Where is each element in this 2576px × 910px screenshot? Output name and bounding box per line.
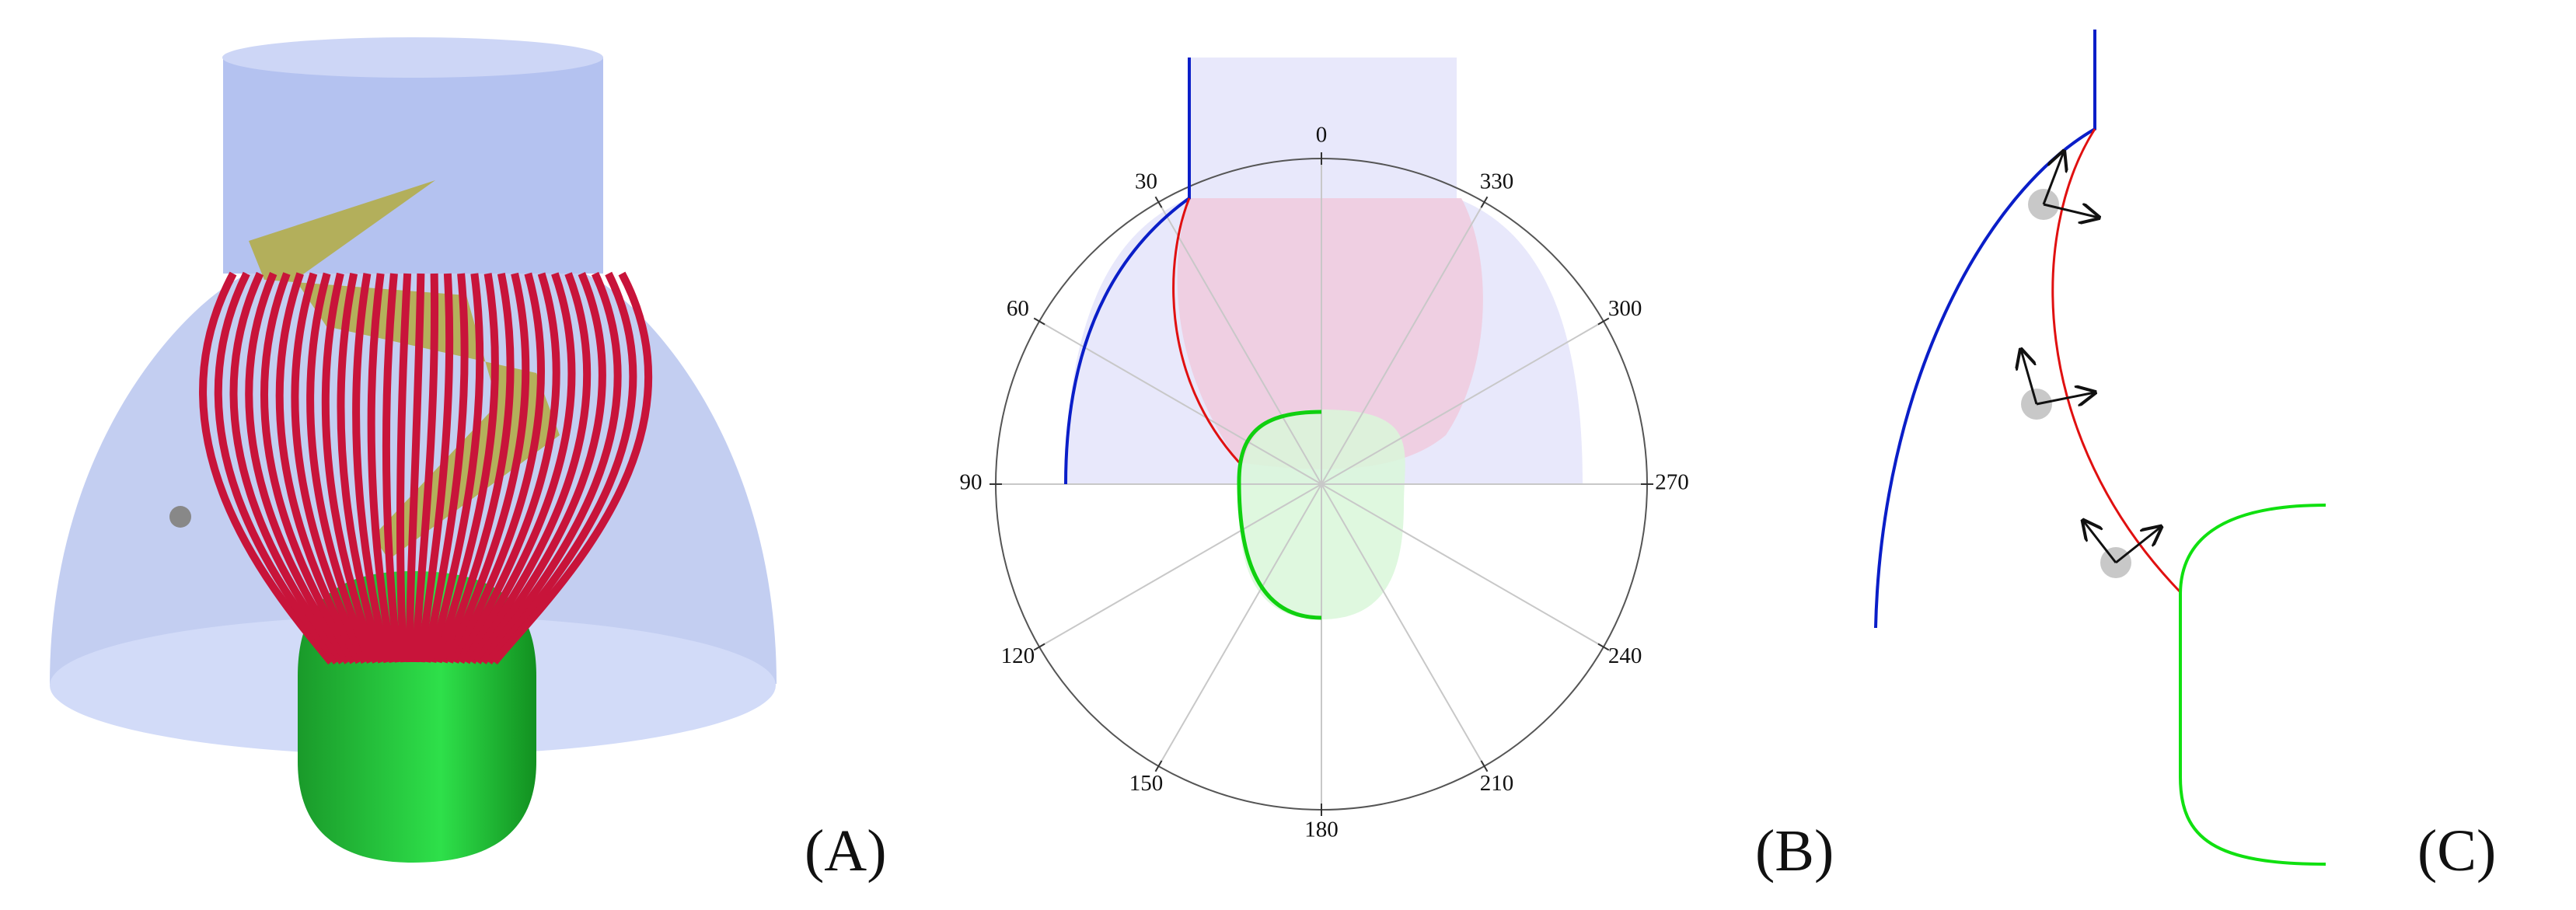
region [1177, 198, 1483, 469]
angle-label: 330 [1480, 169, 1514, 194]
wire [457, 272, 560, 664]
radial-line [1321, 483, 1604, 648]
wire [214, 271, 340, 665]
angle-label: 150 [1129, 771, 1164, 796]
wire [229, 271, 346, 664]
angle-label: 0 [1316, 123, 1328, 148]
angle-label: 30 [1135, 169, 1157, 194]
wire [199, 271, 334, 665]
wire [462, 272, 576, 664]
angle-label: 180 [1304, 818, 1339, 842]
tick-mark [1480, 196, 1489, 208]
wire [367, 273, 397, 663]
angle-label: 240 [1608, 643, 1642, 668]
wire [245, 272, 351, 664]
panel-label: (A) [805, 818, 887, 884]
wire [491, 271, 652, 665]
angle-label: 300 [1608, 296, 1642, 321]
wire [417, 273, 454, 663]
wire [321, 272, 380, 664]
wire [485, 271, 637, 665]
radial-line [1321, 483, 1485, 767]
panel-a: (A) [50, 37, 887, 884]
wire [428, 273, 484, 663]
curve [1064, 58, 1191, 485]
ribbon [249, 180, 560, 560]
wire [260, 272, 358, 664]
wire [451, 272, 545, 664]
wire [382, 273, 403, 663]
angle-label: 270 [1655, 470, 1689, 495]
wire [352, 273, 392, 664]
wire [440, 273, 515, 664]
tick-mark [1033, 643, 1045, 651]
wires [199, 271, 652, 665]
curve [1874, 30, 2096, 629]
curve [2051, 128, 2182, 594]
tick-mark [1033, 317, 1045, 326]
tick-mark [1597, 643, 1610, 651]
panel-c: (C) [1874, 30, 2496, 884]
cylinder-top [222, 37, 603, 78]
wire [411, 273, 439, 663]
tick-mark [1154, 760, 1163, 772]
particle [169, 506, 191, 528]
wire [306, 272, 375, 664]
radial-line [1321, 320, 1604, 485]
tick-mark [1597, 317, 1610, 326]
panel-b: 0 30 60 90 120 150 180 210 240 270 300 330 (B) [960, 58, 1834, 884]
panel-label: (C) [2417, 818, 2496, 884]
particles [2021, 189, 2131, 578]
radial-line [1038, 320, 1322, 485]
radial-line [1321, 201, 1485, 485]
wire [396, 273, 412, 663]
curve [2179, 504, 2326, 866]
tick-mark [1154, 196, 1163, 208]
wire [275, 272, 363, 664]
radial-line [1157, 483, 1322, 767]
radial-line [1157, 201, 1322, 485]
wire [468, 272, 592, 664]
tick-mark [1480, 760, 1489, 772]
radial-line [1038, 483, 1322, 648]
wire [406, 273, 425, 663]
angle-label: 120 [1001, 643, 1035, 668]
wire [480, 271, 622, 664]
wire [337, 273, 386, 664]
angle-label: 210 [1480, 771, 1514, 796]
panel-label: (B) [1755, 818, 1834, 884]
wire [291, 272, 368, 664]
wire [423, 273, 469, 663]
curve [1172, 197, 1241, 464]
angle-label: 60 [1007, 296, 1029, 321]
polar-grid: 0 30 60 90 120 150 180 210 240 270 300 330 [960, 123, 1689, 842]
angle-label: 90 [960, 470, 983, 495]
wire [474, 272, 606, 664]
wire [445, 272, 530, 664]
arrows [2021, 152, 2161, 564]
wire [434, 273, 499, 664]
curve [1237, 410, 1322, 620]
